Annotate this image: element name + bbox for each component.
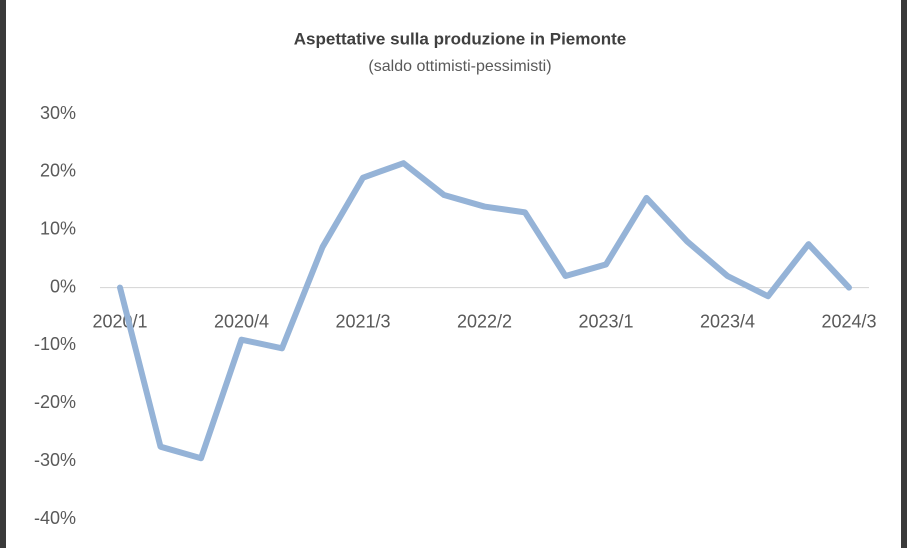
y-tick-label: 0% <box>50 276 76 296</box>
y-tick-label: -10% <box>34 334 76 354</box>
x-tick-label: 2023/1 <box>578 311 633 331</box>
x-tick-label: 2022/2 <box>457 311 512 331</box>
y-tick-label: 30% <box>40 103 76 123</box>
x-tick-label: 2020/4 <box>214 311 269 331</box>
chart-title: Aspettative sulla produzione in Piemonte <box>294 29 627 48</box>
x-tick-label: 2024/3 <box>821 311 876 331</box>
y-tick-label: -20% <box>34 392 76 412</box>
y-tick-label: -30% <box>34 450 76 470</box>
x-tick-label: 2020/1 <box>92 311 147 331</box>
y-tick-label: -40% <box>34 508 76 528</box>
data-line <box>117 160 852 462</box>
chart-background <box>6 0 901 548</box>
x-tick-label: 2023/4 <box>700 311 755 331</box>
y-tick-label: 20% <box>40 161 76 181</box>
chart-subtitle: (saldo ottimisti-pessimisti) <box>368 58 551 75</box>
y-tick-label: 10% <box>40 218 76 238</box>
x-tick-label: 2021/3 <box>335 311 390 331</box>
